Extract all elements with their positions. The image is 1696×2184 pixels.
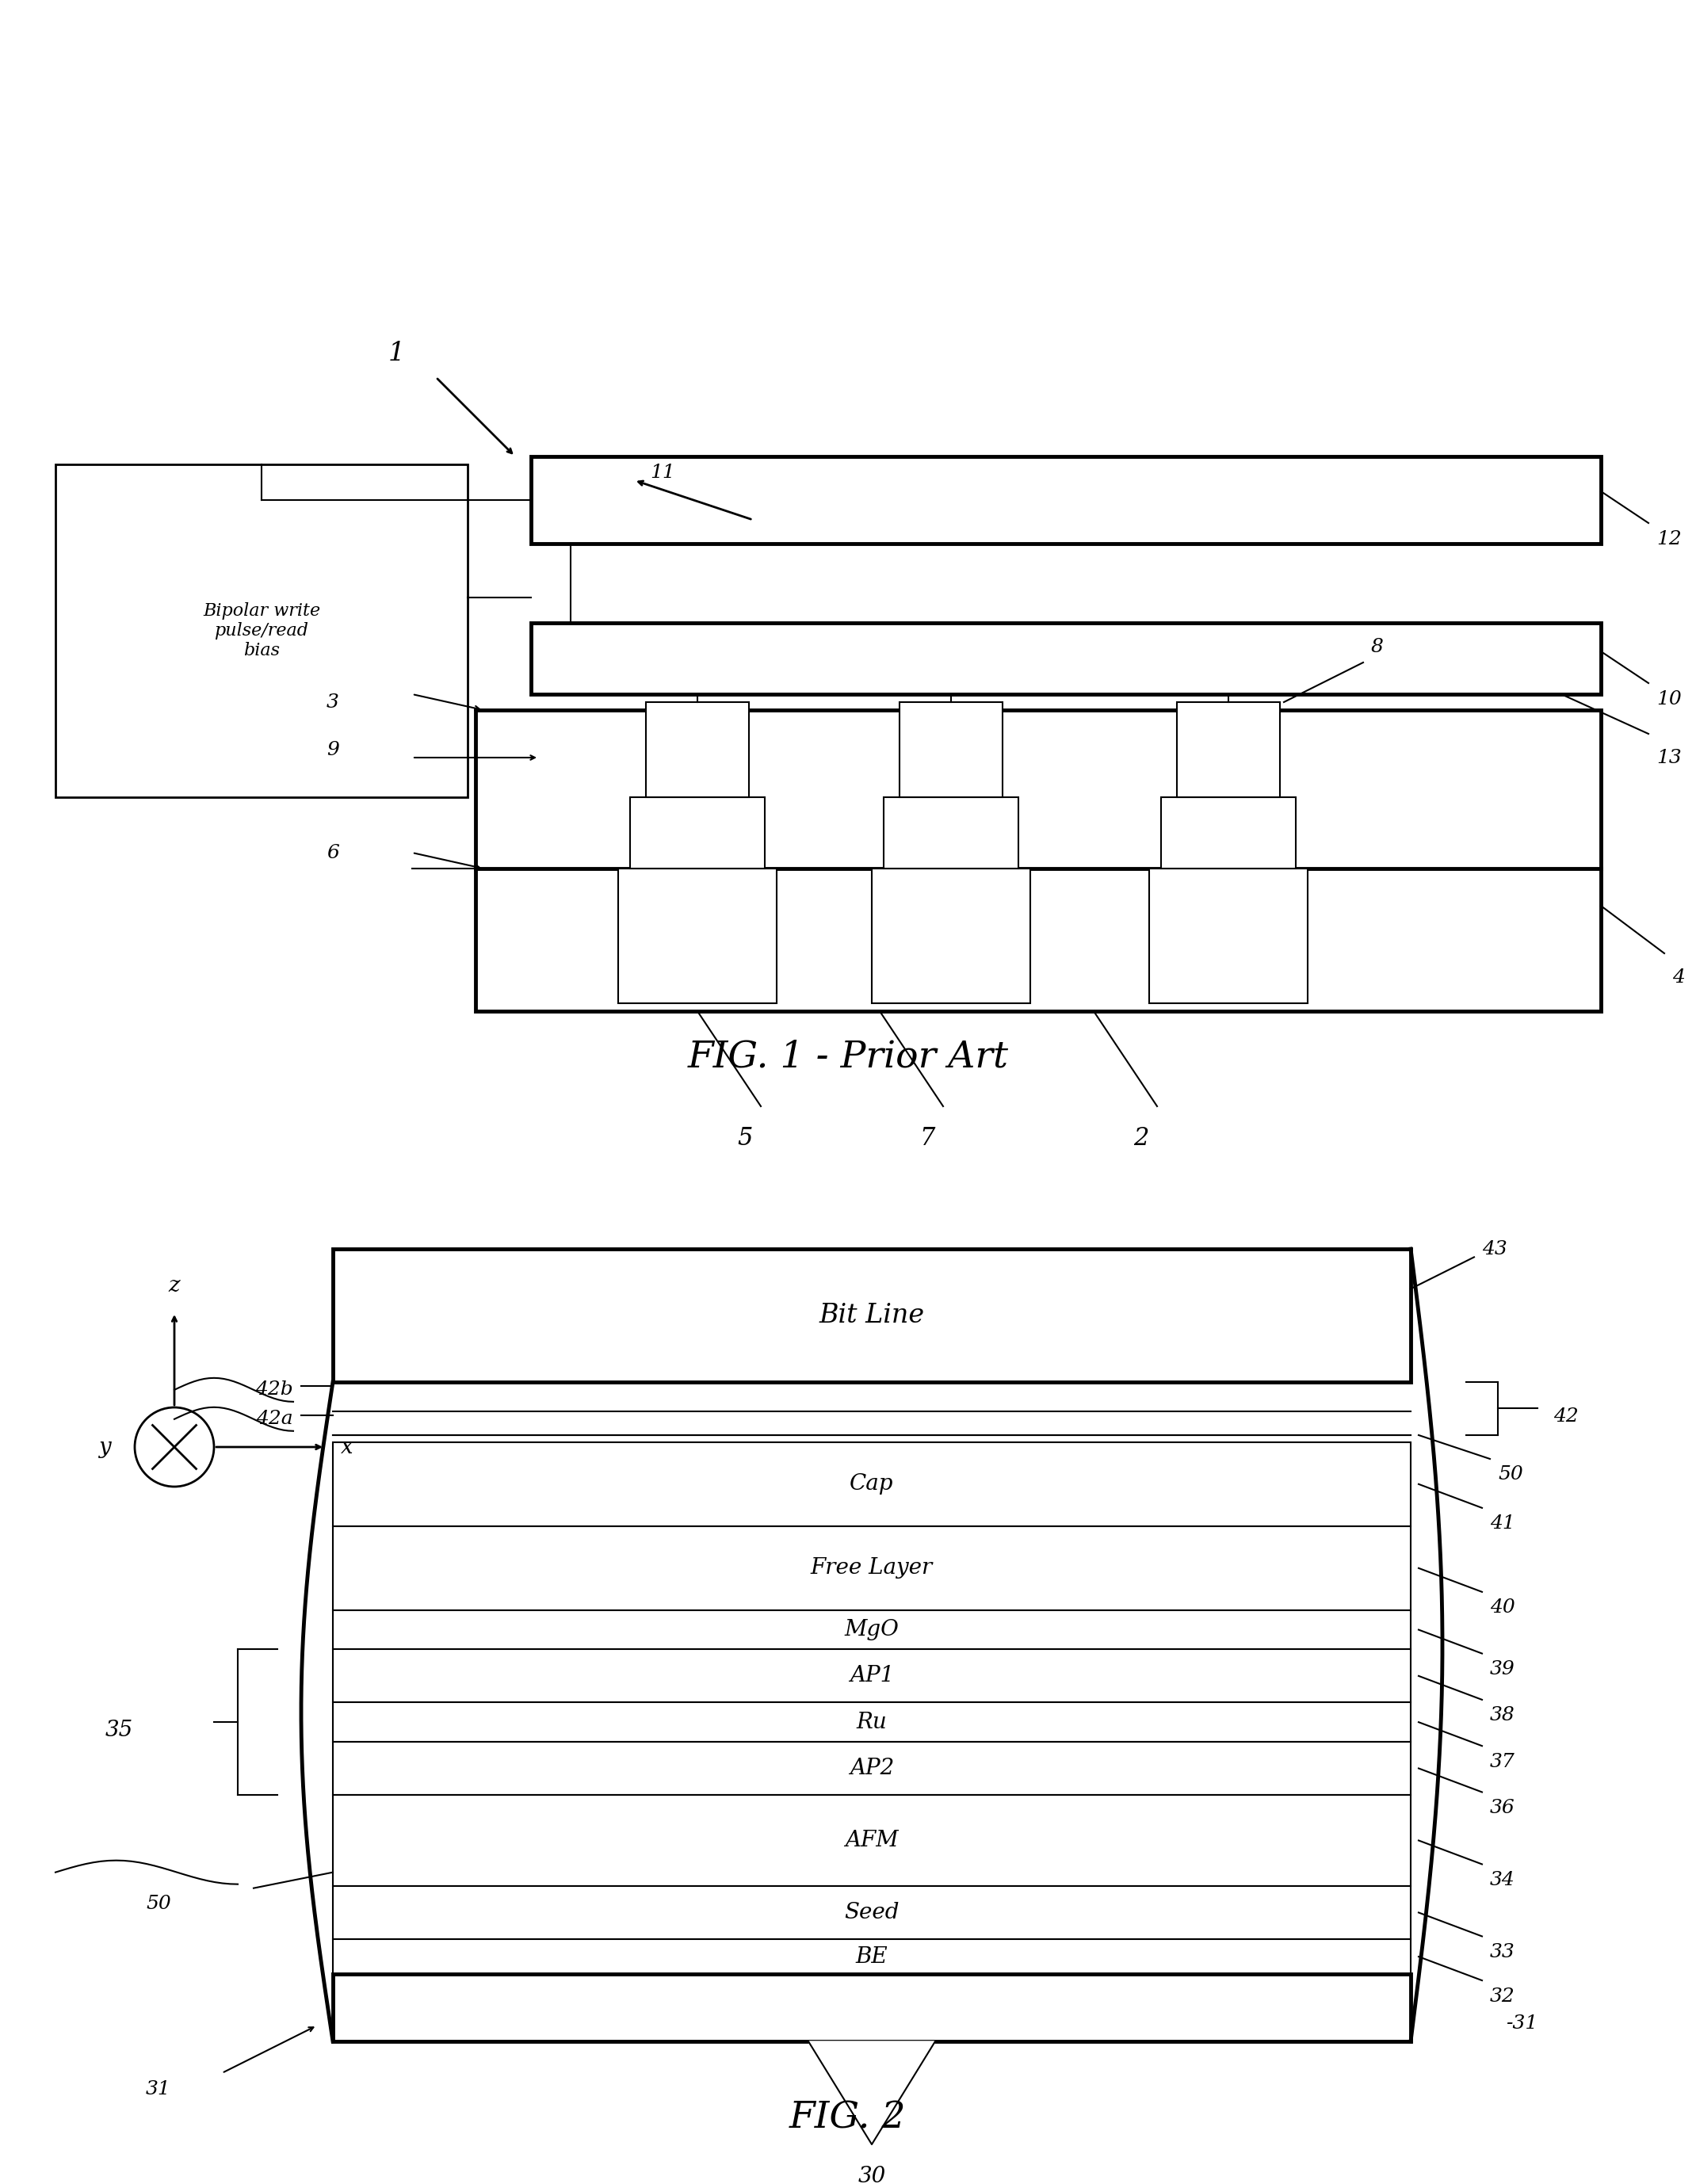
Bar: [1150, 869, 1308, 1002]
Text: MgO: MgO: [845, 1618, 899, 1640]
Bar: [617, 869, 777, 1002]
Text: Bit Line: Bit Line: [819, 1302, 924, 1328]
Text: 35: 35: [105, 1719, 132, 1741]
Text: Cap: Cap: [850, 1474, 894, 1494]
Text: 13: 13: [1657, 749, 1681, 767]
Bar: [332, 1741, 1411, 1795]
Text: z: z: [168, 1275, 180, 1297]
Text: 2: 2: [1133, 1125, 1148, 1151]
Text: 50: 50: [1498, 1465, 1523, 1483]
Text: BE: BE: [856, 1946, 889, 1968]
Bar: [332, 1649, 1411, 1704]
Bar: [1177, 701, 1280, 797]
Text: -31: -31: [1506, 2014, 1538, 2033]
Text: 12: 12: [1657, 531, 1681, 548]
Text: 38: 38: [1491, 1706, 1515, 1725]
Text: 40: 40: [1491, 1599, 1515, 1616]
Bar: [629, 797, 765, 869]
Text: 42a: 42a: [256, 1411, 293, 1428]
Text: 8: 8: [1370, 638, 1384, 655]
Text: Free Layer: Free Layer: [811, 1557, 933, 1579]
Bar: [1162, 797, 1296, 869]
Polygon shape: [809, 2042, 934, 2145]
Text: 39: 39: [1491, 1660, 1515, 1679]
Text: 4: 4: [1672, 968, 1684, 987]
Bar: [332, 1527, 1411, 1610]
Text: AFM: AFM: [845, 1830, 899, 1852]
Text: 11: 11: [650, 463, 675, 480]
Bar: [531, 456, 1601, 544]
Text: 10: 10: [1657, 690, 1681, 708]
Text: 36: 36: [1491, 1800, 1515, 1817]
Text: 6: 6: [327, 843, 339, 863]
Text: 1: 1: [388, 341, 405, 367]
Text: 43: 43: [1482, 1241, 1508, 1258]
Bar: [531, 622, 1601, 695]
Bar: [332, 1974, 1411, 2042]
Text: 50: 50: [146, 1896, 171, 1913]
Bar: [332, 1704, 1411, 1741]
Text: x: x: [341, 1437, 353, 1457]
Text: AP1: AP1: [850, 1664, 894, 1686]
Text: y: y: [98, 1437, 110, 1457]
Text: 41: 41: [1491, 1516, 1515, 1533]
Bar: [884, 797, 1018, 869]
Text: 5: 5: [738, 1125, 753, 1151]
Text: 31: 31: [146, 2079, 171, 2099]
Bar: [56, 465, 468, 797]
Text: 37: 37: [1491, 1752, 1515, 1771]
Text: 32: 32: [1491, 1987, 1515, 2005]
Text: FIG. 1 - Prior Art: FIG. 1 - Prior Art: [687, 1040, 1009, 1075]
Bar: [332, 1887, 1411, 1939]
Bar: [332, 1249, 1411, 1382]
Text: Ru: Ru: [856, 1712, 887, 1732]
Text: 30: 30: [858, 2164, 885, 2184]
Text: 33: 33: [1491, 1944, 1515, 1961]
Text: Seed: Seed: [845, 1902, 899, 1924]
Text: Bipolar write
pulse/read
bias: Bipolar write pulse/read bias: [204, 603, 321, 660]
Text: 34: 34: [1491, 1872, 1515, 1889]
Text: FIG. 2: FIG. 2: [790, 2101, 906, 2136]
Bar: [872, 869, 1029, 1002]
Bar: [332, 1795, 1411, 1887]
Text: 7: 7: [919, 1125, 934, 1151]
Text: 3: 3: [327, 692, 339, 712]
Text: AP2: AP2: [850, 1758, 894, 1780]
Bar: [332, 1939, 1411, 1974]
Bar: [332, 1610, 1411, 1649]
Bar: [332, 1441, 1411, 1527]
Bar: [646, 701, 750, 797]
Bar: [475, 710, 1601, 1011]
Bar: [899, 701, 1002, 797]
Text: 42: 42: [1554, 1406, 1579, 1426]
Text: 9: 9: [327, 740, 339, 758]
Text: 42b: 42b: [256, 1380, 293, 1400]
